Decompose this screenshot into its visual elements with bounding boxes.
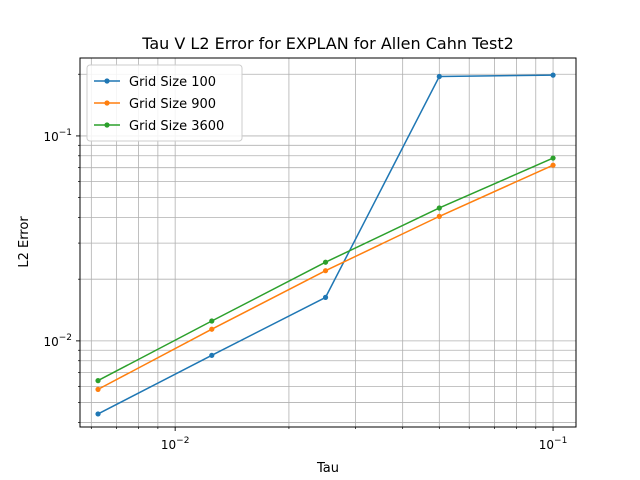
legend-swatch-marker bbox=[104, 122, 110, 128]
series-1-point bbox=[436, 73, 442, 80]
series-2-point bbox=[550, 162, 556, 168]
x-axis-label: Tau bbox=[316, 461, 339, 476]
series-2-point bbox=[95, 386, 101, 392]
series-1-point bbox=[209, 352, 215, 358]
series-layer bbox=[95, 72, 556, 417]
x-tick-label: 10−2 bbox=[161, 436, 190, 452]
y-tick-label: 10−2 bbox=[43, 333, 72, 349]
legend: Grid Size 100 Grid Size 900 Grid Size 3600 bbox=[86, 64, 243, 142]
legend-label: Grid Size 3600 bbox=[129, 119, 224, 134]
series-3-point bbox=[209, 318, 215, 324]
series-1-point bbox=[95, 411, 101, 417]
chart-title: Tau V L2 Error for EXPLAN for Allen Cahn… bbox=[141, 34, 514, 53]
series-2-point bbox=[322, 268, 329, 274]
tick-layer: 10−2 10−1 10−2 10−1 bbox=[43, 73, 568, 452]
series-2-point bbox=[209, 326, 215, 332]
legend-swatch-marker bbox=[104, 100, 110, 106]
legend-box bbox=[86, 64, 243, 142]
y-tick-label: 10−1 bbox=[43, 128, 72, 144]
legend-swatch-marker bbox=[104, 78, 110, 84]
y-axis-label: L2 Error bbox=[17, 216, 32, 268]
series-1-point bbox=[550, 72, 556, 78]
grid-lines bbox=[80, 58, 576, 427]
series-line-2 bbox=[97, 164, 554, 391]
legend-label: Grid Size 900 bbox=[129, 97, 216, 112]
series-1-point bbox=[322, 294, 329, 300]
legend-label: Grid Size 100 bbox=[129, 75, 216, 90]
series-3-point bbox=[436, 205, 442, 211]
x-tick-label: 10−1 bbox=[539, 436, 568, 452]
series-2-point bbox=[436, 213, 442, 219]
series-3-point bbox=[322, 259, 329, 265]
plot-frame bbox=[79, 57, 577, 428]
series-3-point bbox=[95, 377, 101, 384]
series-3-point bbox=[550, 155, 556, 161]
